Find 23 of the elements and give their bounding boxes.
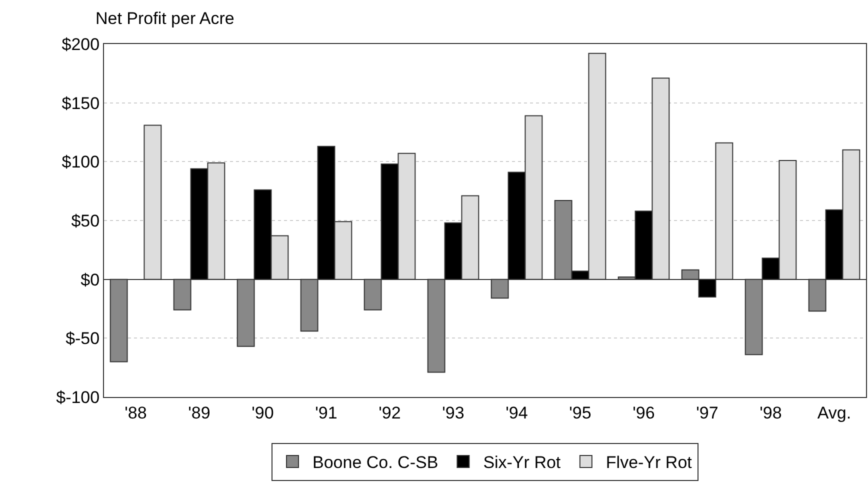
y-tick-label: $150 xyxy=(62,94,100,113)
legend-label: Six-Yr Rot xyxy=(483,453,561,472)
y-tick-label: $200 xyxy=(62,34,100,54)
x-tick-label: '91 xyxy=(315,403,338,422)
x-tick-label: '96 xyxy=(632,403,655,422)
x-tick-label: '92 xyxy=(378,403,401,422)
legend-label: Flve-Yr Rot xyxy=(606,453,692,472)
x-tick-label: '98 xyxy=(760,403,782,422)
legend-label: Boone Co. C-SB xyxy=(312,453,438,472)
x-tick-label: '95 xyxy=(569,403,592,422)
x-tick-label: '90 xyxy=(252,403,274,422)
x-tick-label: Avg. xyxy=(817,403,852,422)
y-tick-label: $100 xyxy=(62,152,100,172)
x-tick-label: '88 xyxy=(124,403,147,422)
y-tick-label: $50 xyxy=(71,211,100,230)
x-tick-label: '93 xyxy=(442,403,464,422)
x-tick-label: '94 xyxy=(506,403,528,422)
y-tick-label: $-100 xyxy=(56,388,100,407)
x-tick-label: '89 xyxy=(188,403,210,422)
y-tick-label: $0 xyxy=(80,270,100,290)
chart-title: Net Profit per Acre xyxy=(95,8,234,28)
y-tick-label: $-50 xyxy=(66,329,100,348)
x-tick-label: '97 xyxy=(696,403,718,422)
